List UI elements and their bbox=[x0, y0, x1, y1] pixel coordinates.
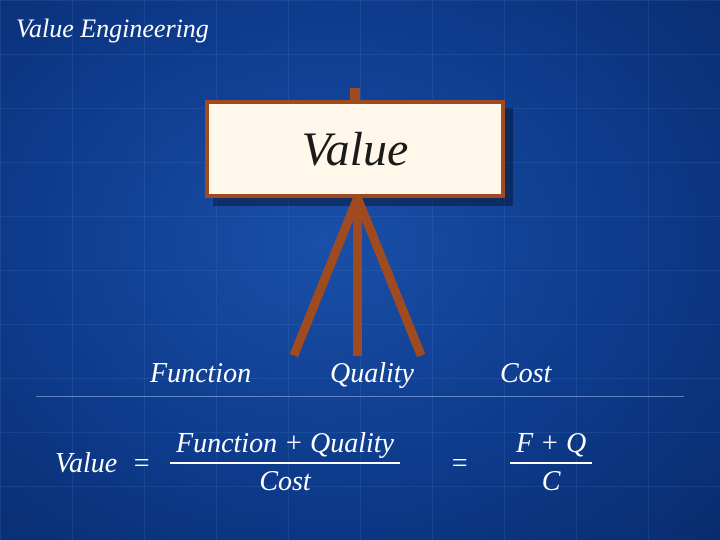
value-board: Value bbox=[205, 100, 505, 198]
tripod-label-cost: Cost bbox=[500, 358, 551, 390]
easel-diagram: Value bbox=[205, 100, 515, 360]
equation-lhs: Value bbox=[55, 448, 117, 480]
page-title: Value Engineering bbox=[16, 14, 209, 44]
equals-sign-2: = bbox=[450, 448, 469, 480]
fraction-1-numerator: Function + Quality bbox=[170, 426, 400, 462]
fraction-2-numerator: F + Q bbox=[510, 426, 592, 462]
easel-leg-2 bbox=[353, 198, 362, 356]
section-divider bbox=[36, 396, 684, 397]
easel-leg-1 bbox=[290, 196, 362, 357]
equals-sign-1: = bbox=[132, 448, 151, 480]
fraction-2: F + Q C bbox=[510, 426, 592, 500]
fraction-1-denominator: Cost bbox=[253, 464, 316, 500]
fraction-1: Function + Quality Cost bbox=[170, 426, 400, 500]
fraction-2-denominator: C bbox=[536, 464, 567, 500]
value-board-text: Value bbox=[302, 122, 409, 177]
tripod-label-function: Function bbox=[150, 358, 251, 390]
easel-leg-3 bbox=[353, 196, 425, 357]
slide-content: Value Engineering Value Function Quality C… bbox=[0, 0, 720, 540]
tripod-label-quality: Quality bbox=[330, 358, 414, 390]
